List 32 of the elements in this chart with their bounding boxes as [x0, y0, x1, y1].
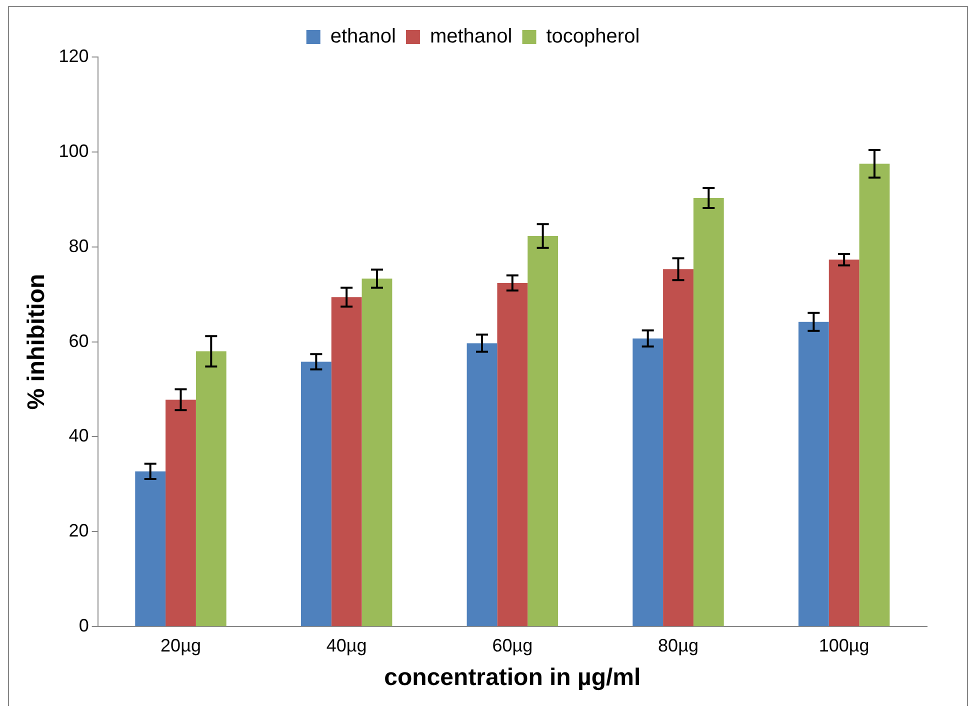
y-tick-label: 100: [58, 140, 89, 161]
bar: [497, 282, 528, 626]
x-tick-label: 100µg: [818, 635, 870, 656]
legend-label: methanol: [430, 26, 512, 48]
bar: [528, 236, 558, 626]
bar: [196, 351, 226, 626]
bar: [466, 343, 498, 626]
bar: [663, 269, 694, 626]
legend-label: ethanol: [330, 26, 396, 48]
x-tick-label: 20µg: [160, 635, 201, 656]
x-tick-label: 60µg: [492, 635, 533, 656]
y-tick-label: 0: [78, 616, 89, 636]
bar: [331, 297, 362, 626]
x-tick-label: 80µg: [658, 635, 698, 656]
bar: [859, 164, 890, 626]
x-tick-label: 40µg: [326, 635, 367, 656]
y-tick-label: 60: [68, 330, 89, 351]
x-axis-title: concentration in µg/ml: [384, 664, 641, 692]
bar: [798, 322, 829, 626]
bar: [632, 338, 664, 626]
legend-label: tocopherol: [546, 26, 640, 48]
y-axis-title: % inhibition: [23, 274, 50, 410]
bar: [135, 471, 166, 626]
bar: [300, 362, 332, 626]
y-tick-label: 120: [58, 46, 89, 66]
y-tick-label: 80: [68, 236, 89, 256]
bar: [166, 400, 196, 626]
bar: [828, 260, 860, 626]
bar: [693, 198, 724, 626]
y-tick-label: 40: [68, 426, 89, 446]
y-tick-label: 20: [68, 520, 89, 541]
bar: [362, 278, 392, 626]
